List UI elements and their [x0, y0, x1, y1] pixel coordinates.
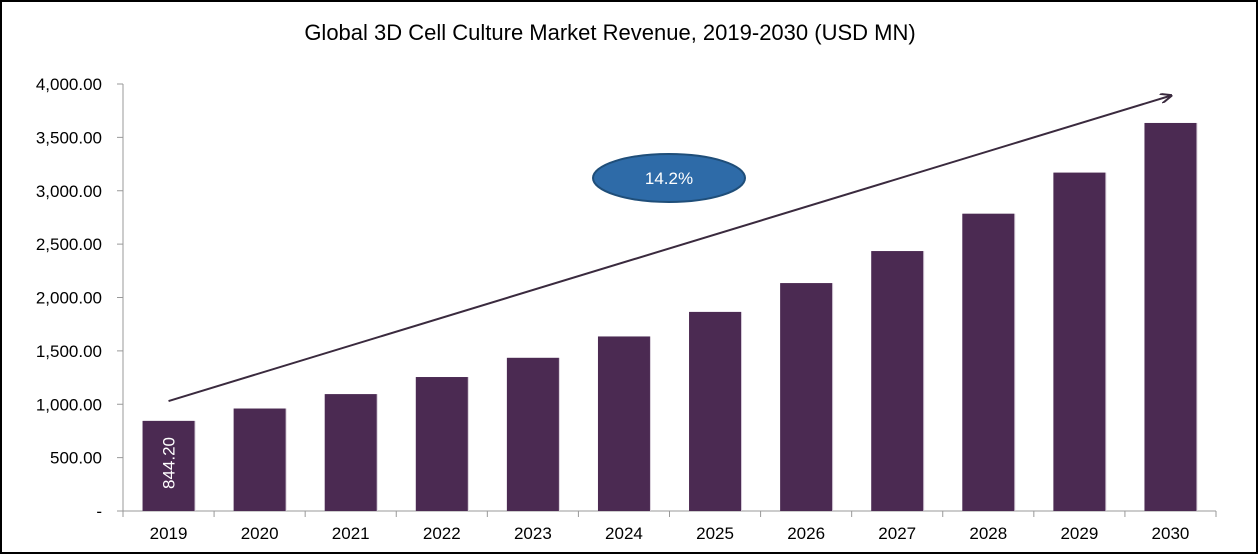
bar-2024 [597, 336, 650, 511]
bar-2028 [962, 213, 1015, 512]
trend-arrow [168, 96, 1171, 403]
x-tick-label: 2020 [241, 524, 279, 543]
y-axis-labels: - 500.00 1,000.00 1,500.00 2,000.00 2,500.00 3… [36, 75, 102, 521]
y-tick-label: 1,500.00 [36, 342, 102, 361]
bar-2027 [871, 251, 924, 511]
x-tick-label: 2029 [1060, 524, 1098, 543]
x-tick-label: 2024 [605, 524, 643, 543]
x-tick-label: 2026 [787, 524, 825, 543]
annotations: 844.20 14.2% [160, 96, 1171, 489]
bars [142, 122, 1198, 512]
y-tick-label: 3,000.00 [36, 182, 102, 201]
y-tick-label: 1,000.00 [36, 395, 102, 414]
bar-2029 [1053, 172, 1106, 512]
y-tick-label: 4,000.00 [36, 75, 102, 94]
x-tick-label: 2021 [332, 524, 370, 543]
x-tick-label: 2027 [878, 524, 916, 543]
y-tick-label: 500.00 [50, 449, 102, 468]
x-tick-label: 2030 [1152, 524, 1190, 543]
cagr-badge [592, 153, 746, 203]
bar-2019 [142, 420, 195, 511]
x-tick-label: 2019 [150, 524, 188, 543]
x-axis-labels: 2019 2020 2021 2022 2023 2024 2025 2026 2027 2028… [150, 524, 1190, 543]
bar-2020 [233, 408, 286, 511]
bar-2026 [780, 283, 833, 511]
bar-2023 [506, 357, 559, 511]
y-tick-label: 3,500.00 [36, 128, 102, 147]
cagr-badge-label: 14.2% [645, 169, 693, 188]
x-tick-label: 2022 [423, 524, 461, 543]
x-tick-label: 2028 [969, 524, 1007, 543]
x-tick-label: 2025 [696, 524, 734, 543]
bar-2025 [689, 311, 742, 511]
y-tick-label: - [96, 502, 102, 521]
chart-title: Global 3D Cell Culture Market Revenue, 2… [304, 20, 915, 45]
data-label-2019: 844.20 [160, 437, 179, 489]
x-tick-label: 2023 [514, 524, 552, 543]
axes [117, 83, 1217, 517]
y-tick-label: 2,000.00 [36, 289, 102, 308]
y-tick-label: 2,500.00 [36, 235, 102, 254]
bar-2021 [324, 394, 377, 511]
bar-2022 [415, 377, 468, 511]
bar-2030 [1144, 122, 1197, 512]
